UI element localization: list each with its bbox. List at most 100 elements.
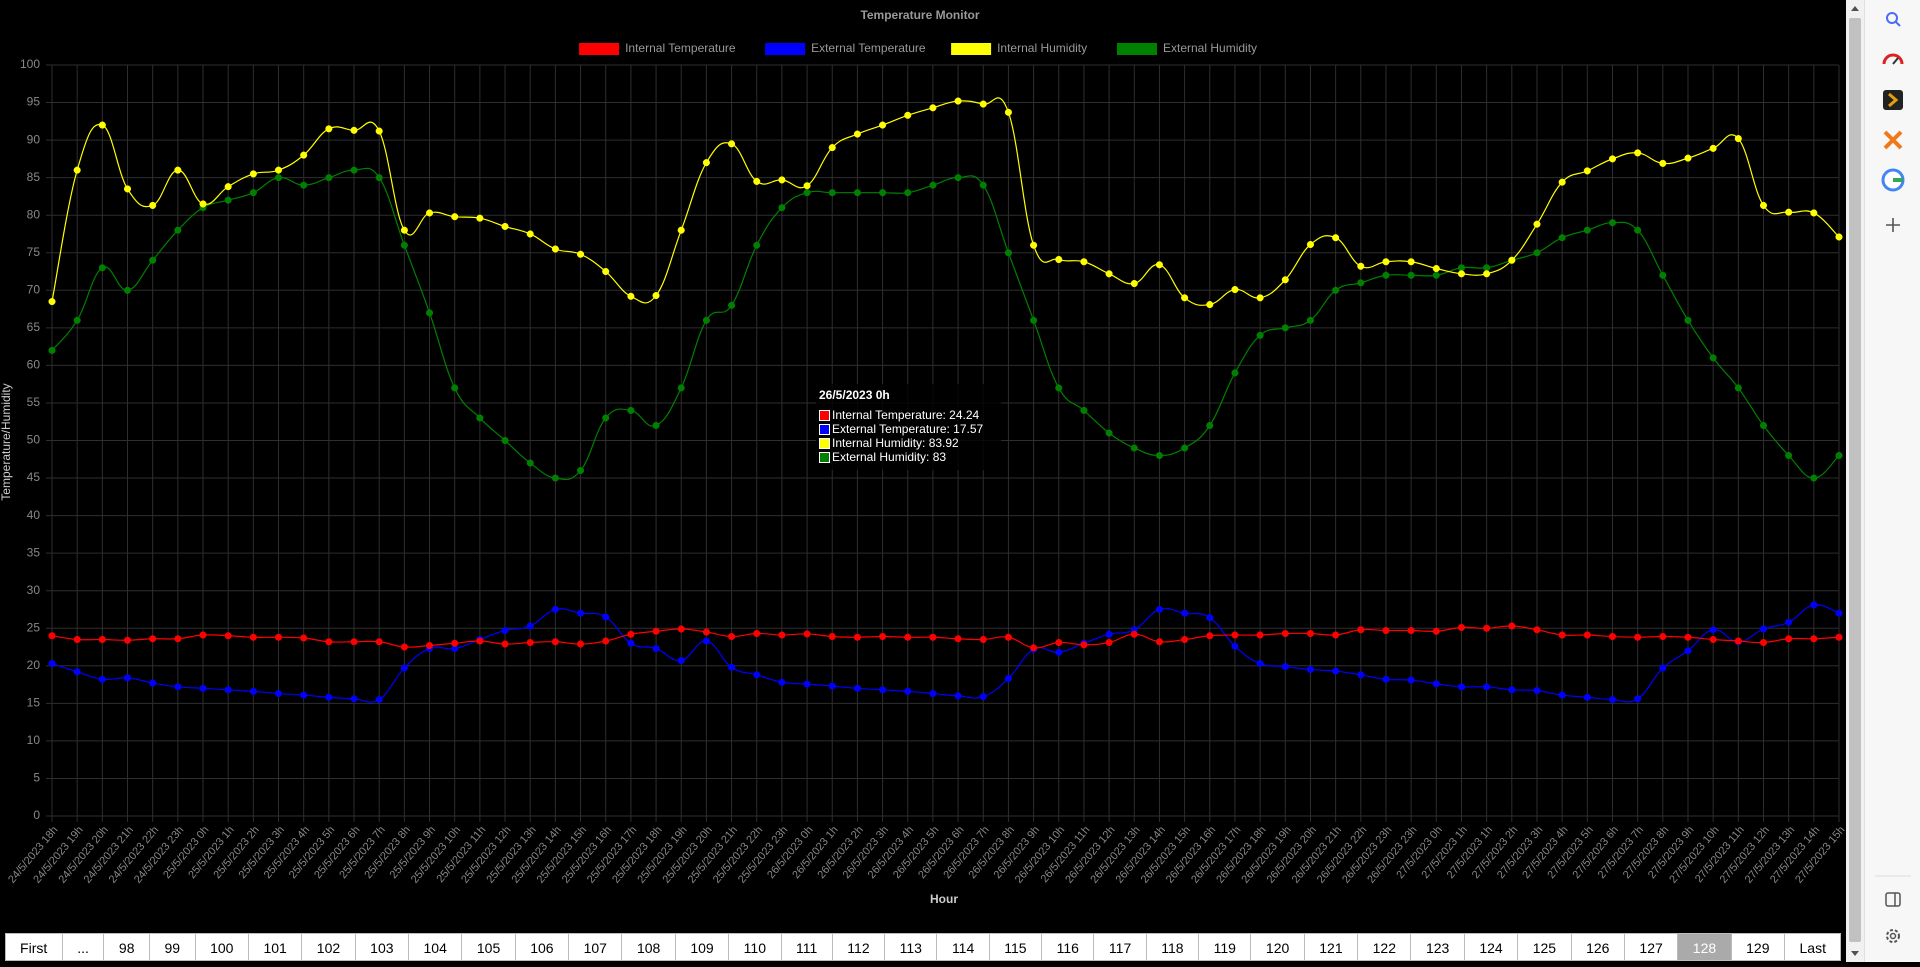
data-point — [979, 635, 987, 644]
page-button[interactable]: 124 — [1463, 933, 1518, 961]
page-button[interactable]: 102 — [301, 933, 355, 961]
data-point — [1407, 271, 1415, 279]
page-button[interactable]: 114 — [936, 933, 989, 961]
panel-icon[interactable] — [1885, 892, 1901, 907]
pagination: First... 98 99 100 101 102 103 104 105 106 107 108 1… — [0, 933, 1846, 961]
page-button[interactable]: Last — [1784, 933, 1842, 961]
page-button[interactable]: First — [4, 933, 62, 961]
data-point — [979, 693, 987, 701]
tooltip-line: Internal Temperature: 24.24 — [819, 408, 997, 422]
data-point — [48, 298, 56, 306]
page-button[interactable]: 120 — [1250, 933, 1304, 961]
data-point — [652, 627, 660, 635]
plex-icon[interactable] — [1883, 90, 1903, 110]
y-tick-label: 30 — [27, 583, 41, 597]
data-point — [1483, 683, 1491, 691]
page-button[interactable]: 121 — [1303, 933, 1358, 961]
data-point — [702, 159, 710, 167]
data-point — [551, 474, 559, 482]
page-button[interactable]: ... — [61, 933, 104, 961]
page-button[interactable]: 105 — [461, 933, 515, 961]
page-button[interactable]: 103 — [354, 933, 409, 961]
page-button[interactable]: 107 — [568, 933, 622, 961]
data-point — [954, 97, 962, 105]
data-point — [300, 691, 308, 699]
page-button[interactable]: 104 — [408, 933, 462, 961]
data-point — [1256, 631, 1264, 639]
data-point — [1382, 675, 1390, 683]
data-point — [1709, 635, 1717, 644]
page-button[interactable]: 101 — [247, 933, 302, 961]
data-point — [853, 189, 861, 197]
x-icon[interactable] — [1883, 130, 1903, 150]
data-point — [753, 241, 761, 249]
data-point — [149, 635, 157, 643]
scrollbar[interactable] — [1846, 0, 1864, 962]
data-point — [476, 214, 484, 222]
data-point — [123, 674, 132, 682]
page-button[interactable]: 129 — [1730, 933, 1784, 961]
legend: Internal Temperature External Temperature… — [579, 41, 1257, 55]
settings-icon[interactable] — [1886, 929, 1900, 943]
data-point — [451, 384, 459, 392]
data-point — [1432, 680, 1440, 688]
page-button[interactable]: 98 — [103, 933, 149, 961]
page-button[interactable]: 100 — [194, 933, 248, 961]
y-tick-label: 90 — [27, 132, 41, 146]
page-button[interactable]: 128 — [1677, 933, 1731, 961]
data-point — [879, 686, 887, 694]
data-point — [1155, 451, 1163, 460]
page-button[interactable]: 112 — [831, 933, 885, 961]
page-button[interactable]: 113 — [884, 933, 937, 961]
speed-icon[interactable] — [1882, 53, 1904, 65]
page-button[interactable]: 106 — [514, 933, 569, 961]
page-button[interactable]: 126 — [1570, 933, 1624, 961]
data-point — [325, 125, 333, 133]
google-icon[interactable] — [1881, 168, 1905, 192]
data-point — [1306, 240, 1315, 249]
data-point — [1483, 264, 1491, 272]
data-point — [1030, 644, 1038, 652]
page-button[interactable]: 125 — [1517, 933, 1571, 961]
data-point — [879, 189, 887, 197]
y-tick-label: 40 — [27, 508, 41, 522]
page-button[interactable]: 118 — [1145, 933, 1199, 961]
page-button[interactable]: 115 — [988, 933, 1042, 961]
data-point — [526, 230, 534, 238]
data-point — [1709, 626, 1717, 634]
search-icon[interactable] — [1886, 12, 1901, 27]
data-point — [1206, 632, 1214, 640]
page-button[interactable]: 116 — [1041, 933, 1094, 961]
page-button[interactable]: 110 — [728, 933, 781, 961]
data-point — [1583, 693, 1591, 701]
page-button[interactable]: 119 — [1198, 933, 1251, 961]
page-button[interactable]: 99 — [149, 933, 195, 961]
page-button[interactable]: 117 — [1093, 933, 1146, 961]
page-button[interactable]: 108 — [621, 933, 675, 961]
page-button[interactable]: 122 — [1357, 933, 1411, 961]
data-point — [853, 633, 861, 641]
page-button[interactable]: 111 — [780, 933, 832, 961]
data-point — [904, 687, 912, 695]
data-point — [1382, 258, 1390, 266]
y-tick-label: 80 — [27, 207, 41, 221]
data-point — [1130, 630, 1138, 638]
data-point — [1055, 384, 1063, 392]
data-point — [123, 185, 132, 193]
y-tick-label: 5 — [33, 771, 40, 785]
data-point — [1206, 301, 1214, 309]
tooltip-line: Internal Humidity: 83.92 — [819, 436, 997, 450]
data-point — [375, 638, 383, 646]
data-point — [551, 245, 559, 253]
data-point — [1332, 667, 1340, 675]
data-point — [1105, 638, 1113, 647]
sidebar-icons — [1875, 12, 1911, 943]
page-button[interactable]: 109 — [674, 933, 729, 961]
data-point — [778, 678, 786, 686]
series-line — [51, 625, 1840, 649]
add-icon[interactable] — [1886, 218, 1900, 232]
page-button[interactable]: 123 — [1410, 933, 1464, 961]
page-button[interactable]: 127 — [1623, 933, 1678, 961]
data-point — [451, 213, 459, 221]
y-tick-label: 75 — [27, 245, 41, 259]
